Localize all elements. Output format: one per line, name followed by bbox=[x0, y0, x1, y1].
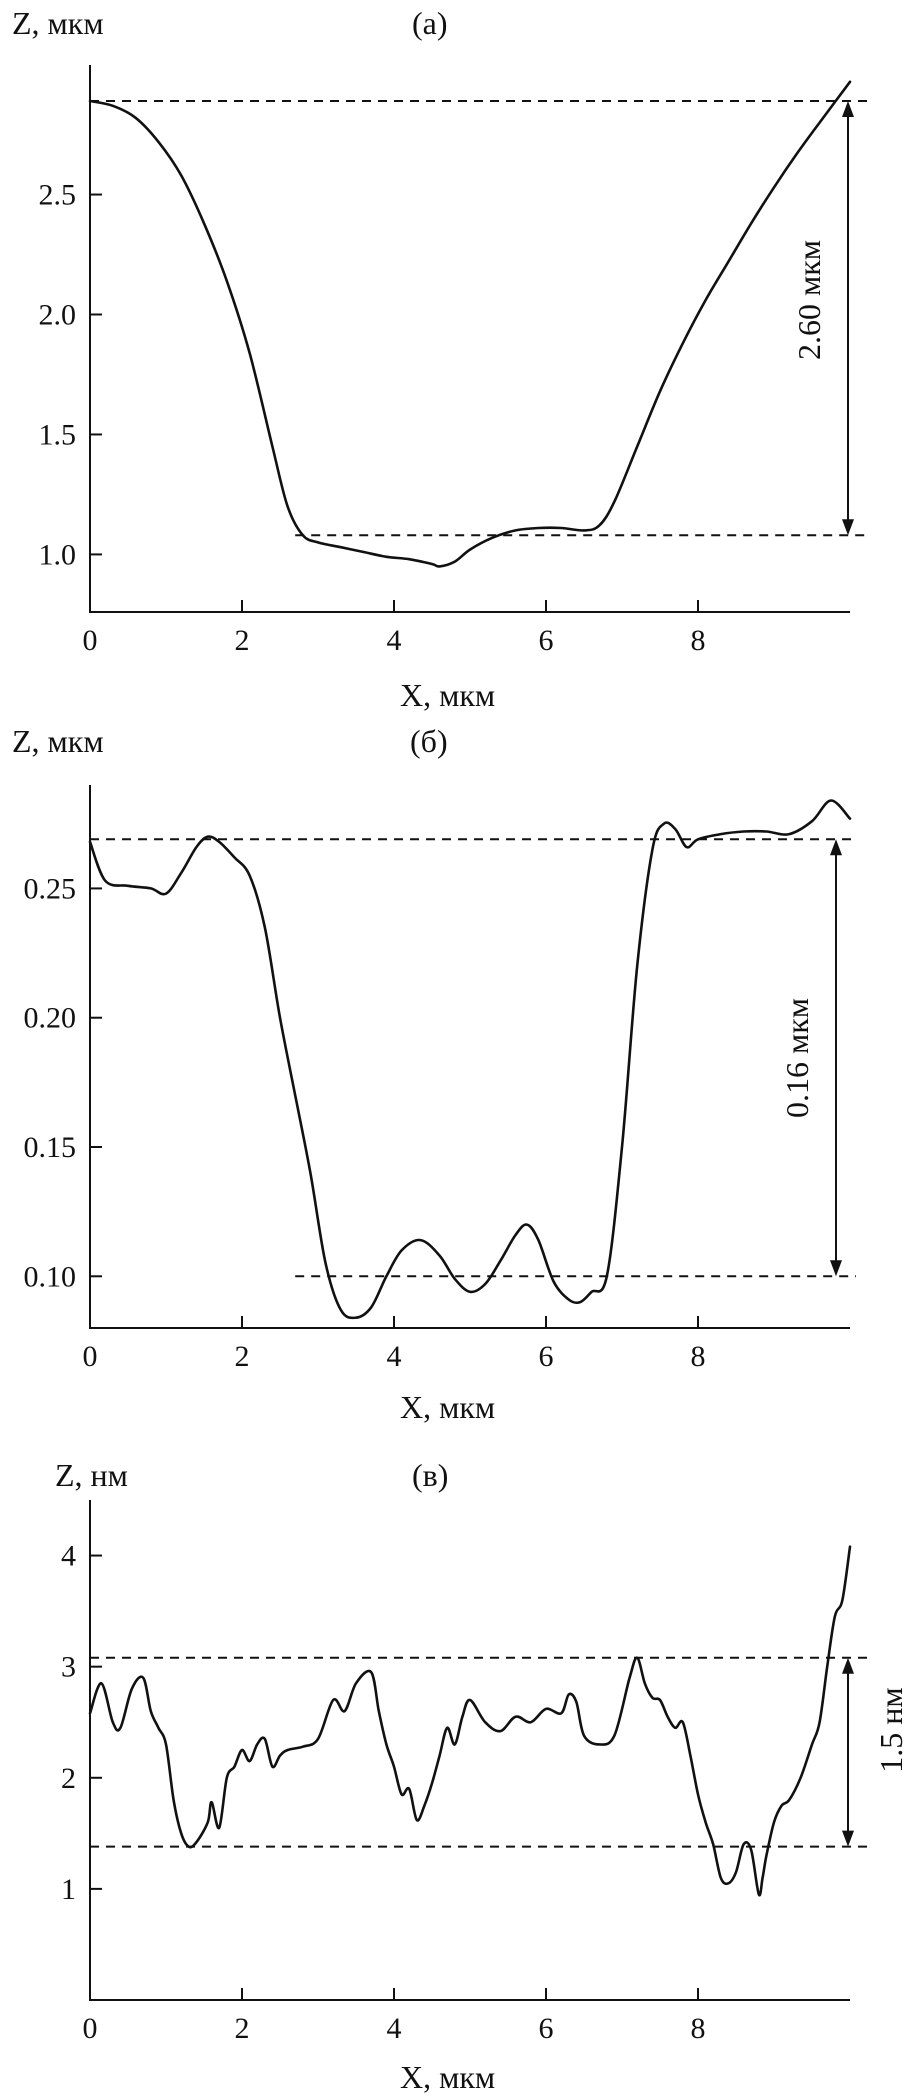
panel-b-xticks: 0 2 4 6 8 bbox=[83, 1316, 706, 1373]
panel-a-guides bbox=[90, 99, 868, 537]
panel-c-ylabel: Z, нм bbox=[55, 1457, 128, 1493]
height-arrow-head-bottom bbox=[842, 519, 854, 536]
height-arrow-head-top bbox=[842, 1657, 854, 1674]
panel-c-xlabel: X, мкм bbox=[400, 2059, 495, 2095]
panel-b-guides bbox=[90, 838, 856, 1278]
x-tick-label: 8 bbox=[691, 2012, 706, 2045]
panel-a-yticks: 1.0 1.5 2.0 2.5 bbox=[39, 179, 102, 571]
x-tick-label: 6 bbox=[539, 2012, 554, 2045]
panel-c-annotation: 1.5 нм bbox=[873, 1687, 909, 1772]
panel-a-ylabel: Z, мкм bbox=[12, 5, 104, 41]
profile-curve bbox=[88, 80, 852, 568]
panel-b-annotation: 0.16 мкм bbox=[779, 998, 815, 1118]
panel-a-annotation: 2.60 мкм bbox=[791, 240, 827, 360]
panel-a-axes bbox=[89, 65, 850, 613]
panel-a: (а) Z, мкм X, мкм 2.60 мкм 0 2 4 6 8 1.0 1.5 2… bbox=[12, 5, 868, 713]
y-tick-label: 2 bbox=[61, 1762, 76, 1795]
panel-c-xticks: 0 2 4 6 8 bbox=[83, 1988, 706, 2045]
panel-a-curve-group bbox=[88, 80, 852, 568]
x-tick-label: 2 bbox=[235, 1340, 250, 1373]
x-tick-label: 8 bbox=[691, 624, 706, 657]
y-tick-label: 3 bbox=[61, 1651, 76, 1684]
y-tick-label: 0.10 bbox=[24, 1260, 77, 1293]
y-tick-label: 0.15 bbox=[24, 1131, 77, 1164]
y-tick-label: 0.25 bbox=[24, 872, 77, 905]
x-tick-label: 0 bbox=[83, 2012, 98, 2045]
panel-b-axes bbox=[89, 785, 850, 1329]
panel-c-label: (в) bbox=[412, 1457, 448, 1493]
x-tick-label: 4 bbox=[387, 624, 402, 657]
y-tick-label: 2.5 bbox=[39, 179, 77, 212]
x-tick-label: 4 bbox=[387, 1340, 402, 1373]
panel-b-xlabel: X, мкм bbox=[400, 1389, 495, 1425]
x-tick-label: 2 bbox=[235, 624, 250, 657]
panel-b-ylabel: Z, мкм bbox=[12, 723, 104, 759]
y-tick-label: 1.5 bbox=[39, 418, 77, 451]
x-tick-label: 4 bbox=[387, 2012, 402, 2045]
x-tick-label: 6 bbox=[539, 1340, 554, 1373]
panel-b-label: (б) bbox=[410, 723, 448, 759]
x-tick-label: 8 bbox=[691, 1340, 706, 1373]
x-tick-label: 0 bbox=[83, 1340, 98, 1373]
panel-c-yticks: 1 2 3 4 bbox=[61, 1540, 102, 1906]
panel-a-label: (а) bbox=[412, 5, 448, 41]
panel-c-axes bbox=[89, 1500, 850, 2001]
x-tick-label: 0 bbox=[83, 624, 98, 657]
panel-b-curve-group bbox=[88, 799, 852, 1320]
height-arrow-head-top bbox=[830, 839, 842, 856]
y-tick-label: 4 bbox=[61, 1540, 76, 1573]
panel-c: (в) Z, нм X, мкм 1.5 нм 0 2 4 6 8 1 2 3 4 bbox=[55, 1457, 909, 2095]
height-arrow-head-bottom bbox=[842, 1830, 854, 1847]
y-tick-label: 1.0 bbox=[39, 538, 77, 571]
panel-c-guides bbox=[90, 1656, 868, 1848]
x-tick-label: 6 bbox=[539, 624, 554, 657]
profile-curve bbox=[88, 1545, 852, 1897]
panel-c-curve-group bbox=[88, 1545, 852, 1897]
y-tick-label: 1 bbox=[61, 1873, 76, 1906]
panel-b-yticks: 0.10 0.15 0.20 0.25 bbox=[24, 872, 102, 1293]
height-arrow-head-top bbox=[842, 100, 854, 117]
panel-a-xlabel: X, мкм bbox=[400, 677, 495, 713]
profile-curve bbox=[88, 799, 852, 1320]
y-tick-label: 2.0 bbox=[39, 299, 77, 332]
panel-a-xticks: 0 2 4 6 8 bbox=[83, 600, 706, 657]
height-arrow-head-bottom bbox=[830, 1260, 842, 1277]
x-tick-label: 2 bbox=[235, 2012, 250, 2045]
y-tick-label: 0.20 bbox=[24, 1002, 77, 1035]
